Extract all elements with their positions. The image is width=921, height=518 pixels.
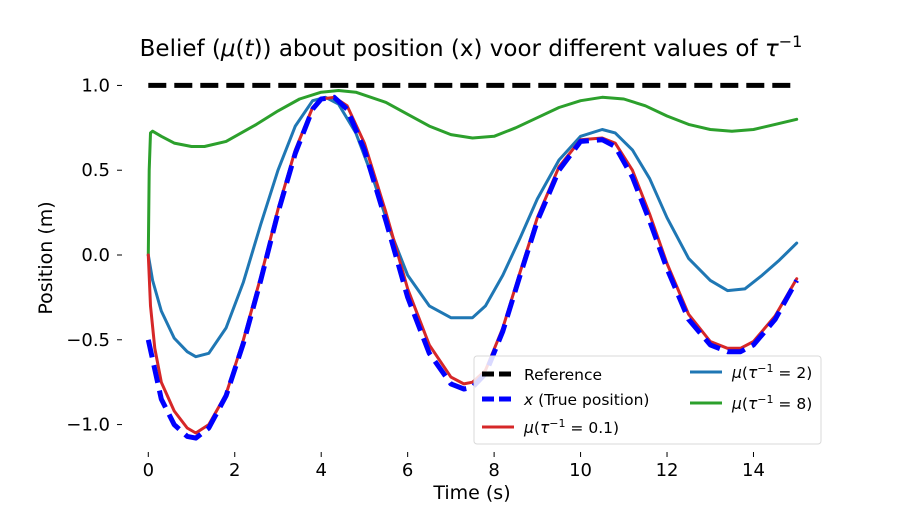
y-tick-label: 1.0 <box>81 75 110 96</box>
y-axis-label: Position (m) <box>35 201 57 314</box>
series-line <box>145 94 799 441</box>
legend-label: Reference <box>524 366 602 384</box>
series-line <box>146 89 799 257</box>
legend-label: μ(τ−1 = 0.1) <box>523 417 619 437</box>
y-axis-label-group: Position (m) <box>35 201 57 314</box>
x-tick-label: 2 <box>229 460 240 481</box>
legend-box <box>473 355 822 445</box>
legend-label: μ(τ−1 = 2) <box>731 362 812 382</box>
y-tick-label: 0.0 <box>81 245 110 266</box>
series-layer <box>145 82 799 441</box>
chart-title: Belief (μ(t)) about position (x) voor di… <box>140 32 803 62</box>
y-tick-label: −1.0 <box>66 415 110 436</box>
x-tick-label: 6 <box>402 460 413 481</box>
legend-label: μ(τ−1 = 8) <box>731 393 812 413</box>
x-tick-label: 14 <box>742 460 765 481</box>
legend: Reference x (True position) μ(τ−1 = 0.1) μ(… <box>473 355 822 445</box>
x-tick-label: 0 <box>143 460 154 481</box>
x-tick-label: 12 <box>656 460 679 481</box>
legend-label: x (True position) <box>523 391 649 409</box>
x-tick-label: 10 <box>569 460 592 481</box>
y-tick-label: 0.5 <box>81 160 110 181</box>
series-line <box>146 95 799 359</box>
y-tick-label: −0.5 <box>66 330 110 351</box>
x-tick-label: 4 <box>315 460 326 481</box>
x-axis-label: Time (s) <box>432 482 510 504</box>
axis-ticks: 0 2 4 6 8 10 12 14 1.0 0.5 0.0 −0.5 −1.0 <box>66 75 765 481</box>
x-tick-label: 8 <box>488 460 499 481</box>
